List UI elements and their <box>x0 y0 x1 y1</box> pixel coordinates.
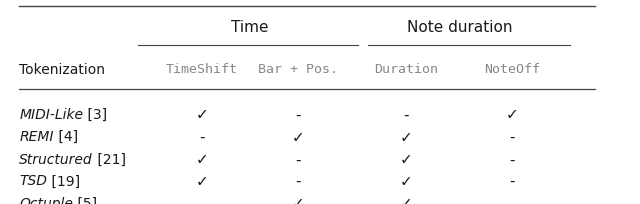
Text: -: - <box>509 152 515 167</box>
Text: [4]: [4] <box>54 130 78 144</box>
Text: -: - <box>295 152 300 167</box>
Text: Octuple: Octuple <box>19 196 73 204</box>
Text: -: - <box>404 107 409 122</box>
Text: ✓: ✓ <box>400 173 413 188</box>
Text: [19]: [19] <box>47 174 80 187</box>
Text: Tokenization: Tokenization <box>19 62 105 76</box>
Text: ✓: ✓ <box>400 152 413 167</box>
Text: [21]: [21] <box>93 152 126 166</box>
Text: -: - <box>509 129 515 144</box>
Text: ✓: ✓ <box>195 107 208 122</box>
Text: ✓: ✓ <box>195 173 208 188</box>
Text: ✓: ✓ <box>400 195 413 204</box>
Text: TSD: TSD <box>19 174 47 187</box>
Text: REMI: REMI <box>19 130 54 144</box>
Text: Note duration: Note duration <box>407 20 512 35</box>
Text: TimeShift: TimeShift <box>166 63 237 76</box>
Text: -: - <box>295 107 300 122</box>
Text: ✓: ✓ <box>400 129 413 144</box>
Text: Time: Time <box>231 20 268 35</box>
Text: -: - <box>509 195 515 204</box>
Text: ✓: ✓ <box>506 107 518 122</box>
Text: NoteOff: NoteOff <box>484 63 540 76</box>
Text: ✓: ✓ <box>291 129 304 144</box>
Text: [3]: [3] <box>83 107 108 121</box>
Text: -: - <box>199 195 204 204</box>
Text: ✓: ✓ <box>195 152 208 167</box>
Text: -: - <box>509 173 515 188</box>
Text: Bar + Pos.: Bar + Pos. <box>258 63 338 76</box>
Text: [5]: [5] <box>73 196 97 204</box>
Text: MIDI-Like: MIDI-Like <box>19 107 83 121</box>
Text: -: - <box>199 129 204 144</box>
Text: ✓: ✓ <box>291 195 304 204</box>
Text: -: - <box>295 173 300 188</box>
Text: Structured: Structured <box>19 152 93 166</box>
Text: Duration: Duration <box>374 63 438 76</box>
